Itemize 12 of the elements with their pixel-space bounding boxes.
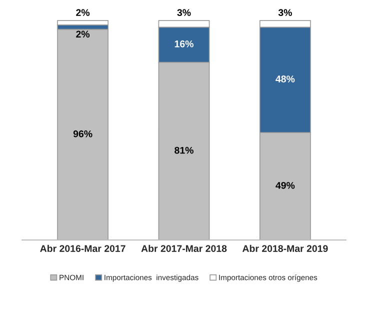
x-tick-label: Abr 2018-Mar 2019 — [242, 244, 328, 252]
data-label: 49% — [276, 182, 295, 189]
data-label: 3% — [278, 9, 292, 16]
data-label: 48% — [276, 76, 295, 82]
data-label: 96% — [73, 130, 92, 138]
x-tick-label: Abr 2016-Mar 2017 — [40, 244, 126, 252]
data-label: 16% — [174, 40, 194, 48]
data-label: 3% — [177, 9, 191, 16]
data-label: 2% — [76, 30, 90, 38]
data-label: 2% — [76, 9, 90, 16]
data-label: 81% — [174, 146, 194, 154]
x-tick-label: Abr 2017-Mar 2018 — [141, 244, 227, 252]
